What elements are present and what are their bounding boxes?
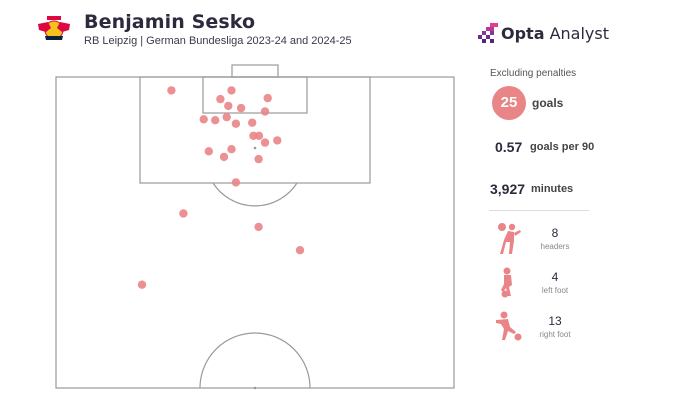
shot-marker <box>199 115 208 124</box>
shot-marker <box>295 246 305 255</box>
goal <box>231 64 279 78</box>
minutes-value: 3,927 <box>490 181 526 197</box>
headers-count: 8 <box>551 226 559 240</box>
player-name: Benjamin Sesko <box>84 11 256 33</box>
headers-label: headers <box>540 242 570 251</box>
rb-leipzig-logo <box>38 16 70 40</box>
shot-marker <box>211 116 220 125</box>
minutes-label: minutes <box>531 183 574 195</box>
left-foot-count: 4 <box>551 270 559 284</box>
goals-per-90-label: goals per 90 <box>530 141 595 153</box>
penalties-note: Excluding penalties <box>490 68 577 79</box>
stats-divider <box>489 210 589 211</box>
shot-marker <box>263 93 272 103</box>
shot-marker <box>219 152 229 162</box>
shot-marker <box>231 119 241 128</box>
header-icon <box>498 223 521 254</box>
shot-marker <box>260 138 270 147</box>
left-foot-icon <box>501 267 512 298</box>
opta-logo-icon <box>478 23 498 43</box>
shot-marker <box>254 131 264 140</box>
centre-spot <box>253 386 257 390</box>
goals-count-badge: 25 <box>492 86 526 120</box>
shot-markers <box>137 86 305 289</box>
chart-subtitle: RB Leipzig | German Bundesliga 2023-24 a… <box>84 35 352 47</box>
right-foot-icon <box>496 311 522 341</box>
right-foot-count: 13 <box>548 314 562 328</box>
shot-marker <box>227 145 236 154</box>
penalty-arc <box>212 182 298 207</box>
right-foot-label: right foot <box>539 330 571 339</box>
shot-marker <box>273 136 282 145</box>
shot-marker <box>216 94 225 104</box>
shot-marker <box>179 209 188 218</box>
shot-marker <box>137 280 147 289</box>
centre-circle <box>199 332 311 389</box>
shot-marker <box>222 112 231 122</box>
shot-marker <box>236 103 246 113</box>
goals-per-90-value: 0.57 <box>495 139 523 155</box>
goals-label: goals <box>532 96 564 110</box>
shot-marker <box>231 178 241 187</box>
shot-marker <box>260 107 270 116</box>
penalty-spot <box>253 146 257 150</box>
brand-name: Opta Analyst <box>501 24 609 43</box>
left-foot-label: left foot <box>541 286 569 295</box>
shot-marker <box>224 101 233 111</box>
shot-marker <box>254 154 263 164</box>
shot-marker <box>227 86 236 95</box>
shot-marker <box>254 222 263 232</box>
shot-marker <box>248 118 257 127</box>
six-yard-box <box>202 76 308 114</box>
shot-marker <box>167 86 176 95</box>
shot-marker <box>204 147 213 156</box>
